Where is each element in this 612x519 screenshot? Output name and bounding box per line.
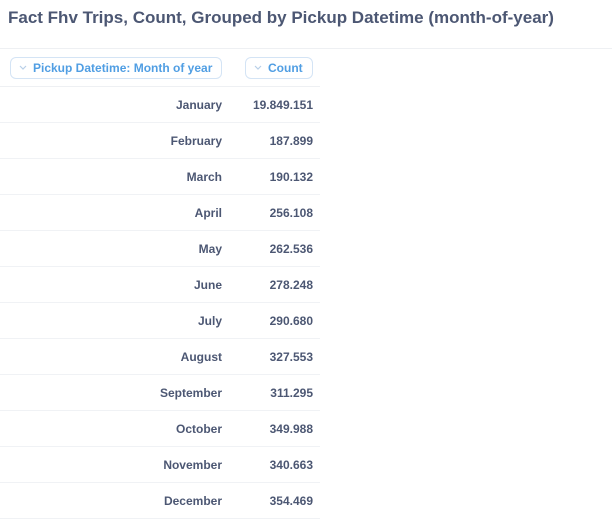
page-title: Fact Fhv Trips, Count, Grouped by Pickup… [8, 8, 554, 27]
column-header[interactable]: Count [245, 57, 313, 79]
month-cell: September [159, 386, 222, 400]
table-row: October 349.988 [0, 411, 320, 447]
column-header-label: Count [268, 61, 303, 75]
month-cell: April [194, 206, 222, 220]
count-cell[interactable]: 262.536 [269, 242, 313, 256]
chevron-icon [254, 65, 262, 70]
table-row: August 327.553 [0, 339, 320, 375]
month-cell: July [197, 314, 222, 328]
month-cell: May [198, 242, 222, 256]
count-cell[interactable]: 190.132 [269, 170, 313, 184]
divider [0, 48, 612, 49]
table-row: January 19.849.151 [0, 87, 320, 123]
column-header[interactable]: Pickup Datetime: Month of year [10, 57, 222, 79]
month-cell: October [175, 422, 222, 436]
table-row: April 256.108 [0, 195, 320, 231]
table-row: May 262.536 [0, 231, 320, 267]
count-cell[interactable]: 256.108 [269, 206, 313, 220]
count-cell[interactable]: 327.553 [269, 350, 313, 364]
month-cell: January [175, 98, 222, 112]
count-cell[interactable]: 349.988 [269, 422, 313, 436]
count-cell[interactable]: 19.849.151 [252, 98, 313, 112]
table-row: September 311.295 [0, 375, 320, 411]
chevron-icon [19, 65, 27, 70]
count-cell[interactable]: 187.899 [269, 134, 313, 148]
divider [0, 86, 320, 87]
count-cell[interactable]: 340.663 [269, 458, 313, 472]
table-row: December 354.469 [0, 483, 320, 519]
count-cell[interactable]: 278.248 [269, 278, 313, 292]
table-row: June 278.248 [0, 267, 320, 303]
table-row: March 190.132 [0, 159, 320, 195]
count-cell[interactable]: 290.680 [269, 314, 313, 328]
count-cell[interactable]: 311.295 [270, 386, 313, 400]
column-header-label: Pickup Datetime: Month of year [33, 61, 213, 75]
month-cell: March [186, 170, 222, 184]
month-cell: November [163, 458, 222, 472]
month-cell: June [193, 278, 222, 292]
month-cell: August [180, 350, 222, 364]
month-cell: February [170, 134, 222, 148]
table-row: February 187.899 [0, 123, 320, 159]
table-row: November 340.663 [0, 447, 320, 483]
count-cell[interactable]: 354.469 [269, 494, 313, 508]
month-cell: December [163, 494, 222, 508]
table-row: July 290.680 [0, 303, 320, 339]
